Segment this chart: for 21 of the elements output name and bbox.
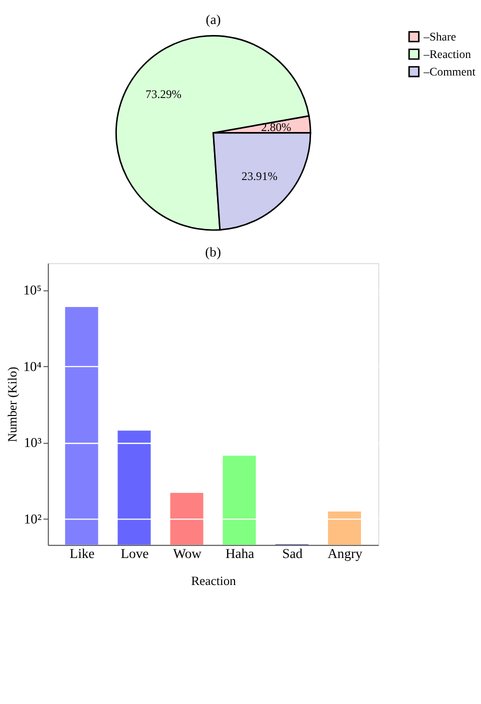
x-tick-label: Love [120,546,149,562]
x-tick-label: Sad [282,546,303,562]
data-label: 73.29% [146,88,182,101]
x-tick-label: Angry [328,546,363,562]
legend-label: –Reaction [422,48,472,62]
y-tick-label: 10⁵ [23,282,42,298]
pie-slice [115,35,310,231]
y-tick-label: 10² [24,512,42,527]
chart-title: (a) [206,12,221,28]
legend-label: –Comment [422,66,476,79]
legend-label: –Share [422,30,456,44]
x-tick-label: Wow [173,546,202,562]
y-axis-title: Number (Kilo) [5,366,20,442]
x-axis-title: Reaction [191,574,237,588]
data-label: 23.91% [241,170,278,183]
x-tick-label: Haha [225,546,254,562]
y-tick-label: 10³ [24,435,42,450]
y-tick-label: 10⁴ [23,358,42,374]
data-label: 2.80% [261,121,292,134]
chart-title: (b) [205,244,221,260]
x-tick-label: Like [70,546,95,562]
